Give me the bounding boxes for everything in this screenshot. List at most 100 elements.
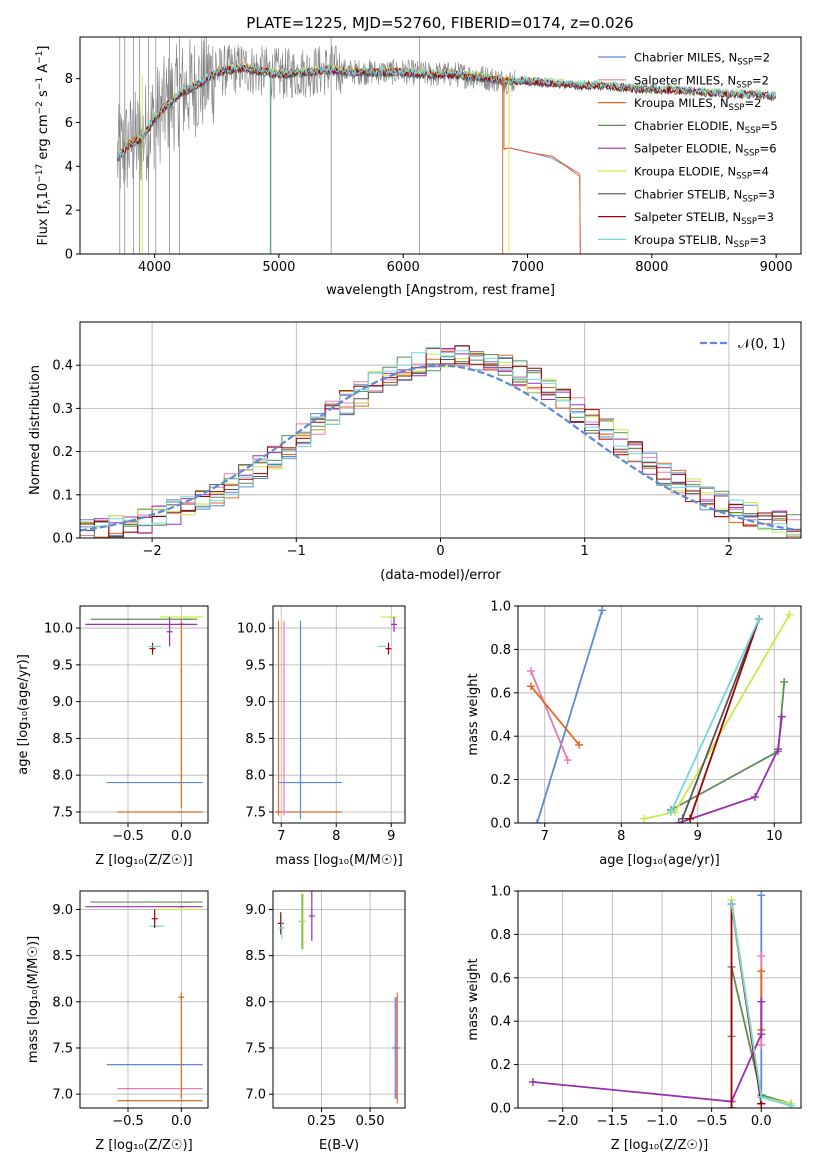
x-tick-label: −0.5	[112, 1114, 144, 1129]
plot-area	[527, 606, 794, 823]
y-label-part: λ	[43, 199, 53, 205]
y-tick-label: 4	[65, 160, 73, 175]
legend-label: Salpeter STELIB, NSSP=3	[634, 210, 774, 227]
x-tick-label: 2	[725, 544, 733, 559]
x-tick-label: −0.5	[112, 829, 144, 844]
series-line-salpeter-miles	[530, 670, 569, 761]
plus-marker	[686, 814, 695, 823]
x-tick-label: 0.0	[171, 829, 192, 844]
model-spectrum-kroupa-stelib	[116, 62, 777, 160]
series-line-salpeter-elodie	[532, 1001, 763, 1103]
y-tick-label: 8.0	[245, 769, 266, 784]
y-tick-label: 8	[65, 72, 73, 87]
y-tick-label: 0.0	[490, 817, 511, 832]
x-tick-label: −2.0	[547, 1114, 579, 1129]
y-tick-label: 10.0	[237, 622, 266, 637]
plot-area	[275, 616, 397, 820]
plus-marker	[727, 900, 736, 909]
x-tick-label: 7000	[511, 260, 544, 275]
series-line-chabrier-stelib	[681, 618, 760, 820]
y-tick-label: 0.6	[490, 686, 511, 701]
x-tick-label: 8000	[635, 260, 668, 275]
y-tick-label: 0.4	[490, 1015, 511, 1030]
y-tick-label: 9.5	[245, 658, 266, 673]
y-tick-label: 0.4	[52, 359, 73, 374]
plus-marker	[785, 610, 794, 619]
y-label-part: −17	[35, 164, 45, 183]
plot-area	[528, 891, 796, 1108]
y-tick-label: 10.0	[44, 622, 73, 637]
y-tick-label: 0.6	[490, 971, 511, 986]
x-tick-label: 0.25	[307, 1114, 336, 1129]
y-label-part: erg cm	[36, 114, 51, 163]
y-tick-label: 0	[65, 248, 73, 263]
y-tick-label: 8.0	[245, 995, 266, 1010]
plus-marker	[640, 814, 649, 823]
legend-label: Kroupa ELODIE, NSSP=4	[634, 165, 769, 182]
spectrum-chart: 4000 5000 6000 7000 8000 9000 0 2 4 6 8 wavelength …	[35, 36, 802, 298]
y-tick-label: 7.5	[245, 1041, 266, 1056]
x-tick-label: 0.0	[171, 1114, 192, 1129]
y-tick-label: 0.2	[490, 773, 511, 788]
axes-frame	[272, 890, 406, 1109]
x-tick-label: 7	[277, 829, 285, 844]
spectrum-y-label: Flux [fλ10−17 erg cm−2 s−1 A−1]	[35, 46, 53, 246]
plus-marker	[598, 606, 607, 615]
y-tick-label: 8.0	[52, 995, 73, 1010]
y-tick-label: 0.0	[52, 532, 73, 547]
y-tick-label: 8.5	[245, 949, 266, 964]
axis-label: Z [log₁₀(Z/Z☉)]	[611, 1138, 708, 1153]
x-tick-label: −1.0	[646, 1114, 678, 1129]
axis-label: E(B-V)	[319, 1138, 359, 1153]
y-label-part: −1	[35, 77, 45, 90]
legend-label: Chabrier STELIB, NSSP=3	[634, 187, 775, 204]
axes-frame	[517, 605, 802, 824]
plus-marker	[780, 677, 789, 686]
plus-marker	[757, 1041, 766, 1050]
y-tick-label: 1.0	[490, 885, 511, 900]
y-tick-label: 7.0	[52, 1088, 73, 1103]
plus-marker	[666, 808, 675, 817]
y-label-part: Flux [f	[36, 204, 51, 245]
x-tick-label: −2	[143, 544, 162, 559]
x-tick-label: 9	[694, 829, 702, 844]
legend-label: Kroupa STELIB, NSSP=3	[634, 233, 766, 250]
residuals-x-label: (data-model)/error	[380, 568, 501, 583]
y-tick-label: 6	[65, 116, 73, 131]
plus-marker	[754, 615, 763, 624]
y-tick-label: 2	[65, 204, 73, 219]
legend-label: Kroupa MILES, NSSP=2	[634, 96, 761, 113]
axes-frame	[79, 890, 209, 1109]
y-tick-label: 8.5	[52, 732, 73, 747]
x-tick-label: 8	[617, 829, 625, 844]
plus-marker	[727, 1104, 736, 1108]
plus-marker	[757, 1093, 766, 1102]
age_vs_Z-chart: −0.5 0.0 7.5 8.0 8.5 9.0 9.5 10.0 Z [log₁₀(Z/Z☉)…	[16, 605, 209, 868]
spectrum-legend: Chabrier MILES, NSSP=2 Salpeter MILES, NS…	[598, 51, 778, 250]
plot-area	[277, 891, 401, 1104]
data-spectrum-line	[117, 37, 516, 189]
age_vs_mass-chart: 7 8 9 7.5 8.0 8.5 9.0 9.5 10.0 mass [log₁₀(M/M☉)]	[237, 605, 406, 868]
y-tick-label: 0.8	[490, 643, 511, 658]
x-tick-label: 10	[766, 829, 783, 844]
y-tick-label: 0.8	[490, 928, 511, 943]
axis-label: Z [log₁₀(Z/Z☉)]	[95, 1138, 192, 1153]
y-tick-label: 9.0	[52, 695, 73, 710]
y-label-part: −1	[35, 51, 45, 64]
x-tick-label: 9	[387, 829, 395, 844]
plus-marker	[527, 667, 536, 676]
legend-label: Salpeter MILES, NSSP=2	[634, 73, 769, 90]
model-drop-chabrier-miles	[503, 78, 581, 254]
y-tick-label: 0.0	[490, 1102, 511, 1117]
plus-marker	[528, 1077, 537, 1086]
axes-frame	[272, 605, 406, 824]
x-tick-label: 7	[541, 829, 549, 844]
axes-frame	[79, 36, 802, 255]
y-tick-label: 0.2	[490, 1058, 511, 1073]
massweight_vs_Z-chart: −2.0 −1.5 −1.0 −0.5 0.0 0.0 0.2 0.4 0.6 0.8 1.0 mas…	[466, 885, 802, 1153]
series-line-kroupa-miles	[530, 685, 580, 746]
plus-marker	[527, 682, 536, 691]
residuals-chart: −2 −1 0 1 2 0.0 0.1 0.2 0.3 0.4 (data-model)/error…	[28, 321, 802, 583]
plus-marker	[774, 745, 783, 754]
y-label-part: 10	[36, 183, 51, 200]
